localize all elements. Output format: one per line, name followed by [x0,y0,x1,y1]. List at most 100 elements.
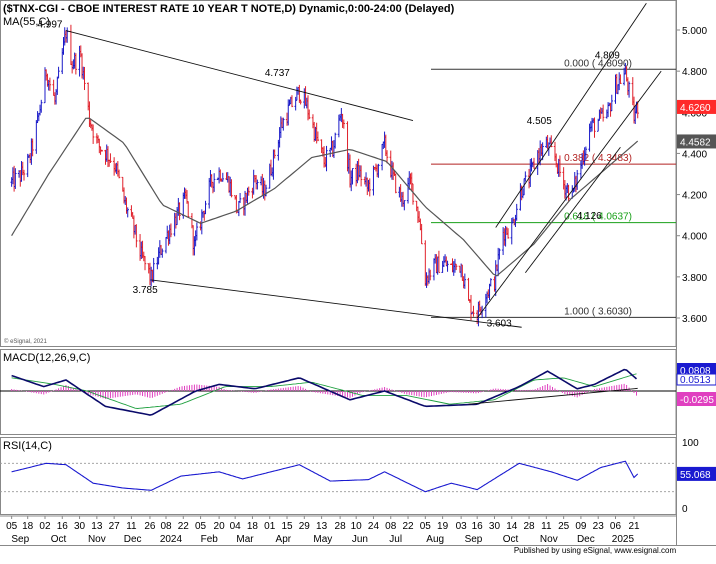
macd-label: MACD(12,26,9,C) [3,352,90,364]
x-axis-month-label: Jun [352,534,368,545]
macd-value-value: 0.0808 [680,366,711,377]
price-annotation-label: 4.737 [265,68,290,79]
fib-level-label: 0.382 ( 4.3483) [564,153,632,164]
macd-signal-value-box [676,373,716,386]
x-axis-day-label: 03 [456,521,468,532]
x-axis-month-label: Dec [124,534,142,545]
rsi-y-tick-label: 100 [682,438,699,449]
x-axis-month-label: Sep [465,534,483,545]
price-y-tick-label: 4.400 [682,149,707,160]
rsi-panel: RSI(14,C) [0,440,676,493]
macd-panel: MACD(12,26,9,C) [0,352,676,416]
macd-trendline [468,387,638,405]
price-annotation-label: 4.809 [595,50,620,61]
x-axis-day-label: 06 [610,521,622,532]
x-axis-day-label: 08 [385,521,397,532]
rsi-line [11,460,639,493]
trendline-lower-falling [151,279,522,328]
ma-55-line [11,117,639,277]
x-axis-day-label: 19 [437,521,449,532]
x-axis-day-label: 18 [22,521,34,532]
price-y-tick-label: 4.000 [682,232,707,243]
price-annotation-label: 3.785 [133,285,158,296]
rsi-y-tick-label: 0 [682,504,688,515]
x-axis-day-label: 26 [144,521,156,532]
x-axis-day-label: 09 [575,521,587,532]
ma-value-box [677,134,716,149]
x-axis-month-label: May [313,534,332,545]
x-axis-day-label: 25 [558,521,570,532]
price-y-tick-label: 5.000 [682,26,707,37]
footer-text: Published by using eSignal, www.esignal.… [514,546,677,555]
x-axis-day-label: 23 [593,521,605,532]
trendline-channel-lower [524,146,621,274]
price-annotation-label: 4.126 [577,211,602,222]
x-axis-day-label: 08 [160,521,172,532]
x-axis-day-label: 22 [402,521,414,532]
axes-group: 5.0004.8004.6004.4004.2004.0003.8003.600… [6,26,716,545]
price-y-tick-label: 3.800 [682,273,707,284]
price-y-tick-label: 4.800 [682,67,707,78]
x-axis-day-label: 13 [316,521,328,532]
x-axis-day-label: 24 [368,521,380,532]
x-axis-month-label: 2024 [160,534,183,545]
fib-level-label: 0.000 ( 4.8090) [564,58,632,69]
x-axis-day-label: 15 [281,521,293,532]
macd-histogram-value: -0.0295 [680,395,714,406]
macd-signal-line [11,373,637,409]
x-axis-month-label: Sep [11,534,29,545]
x-axis-day-label: 18 [247,521,259,532]
x-axis-month-label: 2025 [612,534,635,545]
x-axis-day-label: 05 [195,521,207,532]
x-axis-month-label: Nov [540,534,558,545]
x-axis-day-label: 01 [264,521,276,532]
copyright-text: © eSignal, 2021 [4,338,47,345]
x-axis-day-label: 04 [230,521,242,532]
x-axis-month-label: Feb [201,534,219,545]
x-axis-day-label: 30 [74,521,86,532]
trendline-upper-falling [65,30,414,121]
fib-level-label: 0.618 ( 4.0637) [564,212,632,223]
rsi-value: 55.068 [680,470,711,481]
current-price-value: 4.6260 [680,103,711,114]
x-axis-day-label: 02 [39,521,51,532]
x-axis-day-label: 30 [489,521,501,532]
price-annotation-label: 3.603 [487,318,512,329]
fib-level-label: 1.000 ( 3.6030) [564,306,632,317]
x-axis-month-label: Oct [51,534,67,545]
x-axis-month-label: Oct [503,534,519,545]
x-axis-month-label: Aug [426,534,444,545]
panel-frames [0,0,716,546]
rsi-label: RSI(14,C) [3,440,52,452]
x-axis-month-label: Nov [88,534,106,545]
ma-label: MA(55,C) [3,16,50,28]
x-axis-month-label: Apr [276,534,292,545]
x-axis-day-label: 13 [91,521,103,532]
x-axis-month-label: Jul [389,534,402,545]
price-panel: 0.000 ( 4.8090) 0.382 ( 4.3483) 0.618 ( 4.… [10,3,676,329]
x-axis-month-label: Mar [236,534,254,545]
x-axis-day-label: 21 [628,521,640,532]
price-annotation-label: 4.505 [527,116,552,127]
rsi-box [677,466,716,481]
macd-histogram-box [677,392,716,406]
trendline-channel-upper [495,3,647,228]
ma-value-value: 4.4582 [680,137,711,148]
price-y-tick-label: 4.200 [682,191,707,202]
macd-signal-value: 0.0513 [680,375,711,386]
x-axis-day-label: 28 [523,521,535,532]
x-axis-day-label: 11 [126,521,137,532]
price-y-tick-label: 3.600 [682,314,707,325]
current-price-box [677,99,716,114]
x-axis-day-label: 16 [57,521,69,532]
x-axis-day-label: 16 [472,521,484,532]
x-axis-day-label: 27 [109,521,121,532]
x-axis-month-label: Dec [577,534,595,545]
x-axis-day-label: 10 [351,521,363,532]
price-annotation-label: 4.997 [37,20,62,31]
x-axis-day-label: 22 [178,521,190,532]
x-axis-day-label: 05 [6,521,18,532]
